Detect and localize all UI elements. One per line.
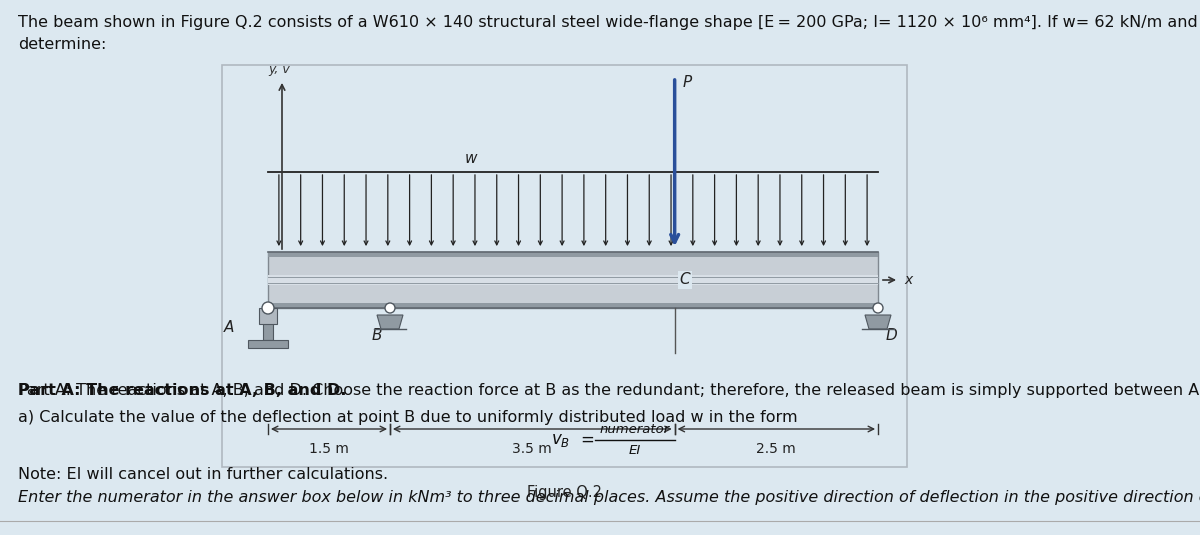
Bar <box>268 303 878 308</box>
Text: w: w <box>466 151 478 166</box>
Bar <box>268 275 878 285</box>
Text: Part A: The reactions at A, B, and D.: Part A: The reactions at A, B, and D. <box>18 383 347 398</box>
Text: 2.5 m: 2.5 m <box>756 442 797 456</box>
Text: The beam shown in Figure Q.2 consists of a W610 × 140 structural steel wide-flan: The beam shown in Figure Q.2 consists of… <box>18 15 1200 30</box>
Text: numerator: numerator <box>600 423 670 436</box>
Bar <box>268 252 878 257</box>
Polygon shape <box>377 315 403 329</box>
Text: y, v: y, v <box>268 63 290 76</box>
Circle shape <box>874 303 883 313</box>
Circle shape <box>385 303 395 313</box>
Text: determine:: determine: <box>18 37 107 52</box>
Text: a) Calculate the value of the deflection at point B due to uniformly distributed: a) Calculate the value of the deflection… <box>18 410 798 425</box>
Bar <box>248 340 288 348</box>
Text: =: = <box>580 431 594 449</box>
Text: Figure Q.2: Figure Q.2 <box>527 485 602 500</box>
Text: x: x <box>904 273 912 287</box>
Text: Part A: The reactions at A, B, and D. Choose the reaction force at B as the redu: Part A: The reactions at A, B, and D. Ch… <box>18 383 1200 398</box>
Text: 1.5 m: 1.5 m <box>310 442 349 456</box>
Text: P: P <box>683 75 692 90</box>
Text: Enter the numerator in the answer box below in kNm³ to three decimal places. Ass: Enter the numerator in the answer box be… <box>18 490 1200 505</box>
Text: EI: EI <box>629 444 641 457</box>
Text: D: D <box>886 328 898 343</box>
Bar <box>263 308 274 340</box>
Text: Note: EI will cancel out in further calculations.: Note: EI will cancel out in further calc… <box>18 467 388 482</box>
Bar <box>222 65 907 467</box>
Text: B: B <box>372 328 383 343</box>
Bar <box>259 308 277 324</box>
Text: $v_B$: $v_B$ <box>551 431 570 449</box>
Polygon shape <box>865 315 890 329</box>
Text: 3.5 m: 3.5 m <box>512 442 552 456</box>
Text: A: A <box>223 320 234 335</box>
Bar <box>268 252 878 308</box>
Circle shape <box>262 302 274 314</box>
Text: C: C <box>679 272 690 287</box>
